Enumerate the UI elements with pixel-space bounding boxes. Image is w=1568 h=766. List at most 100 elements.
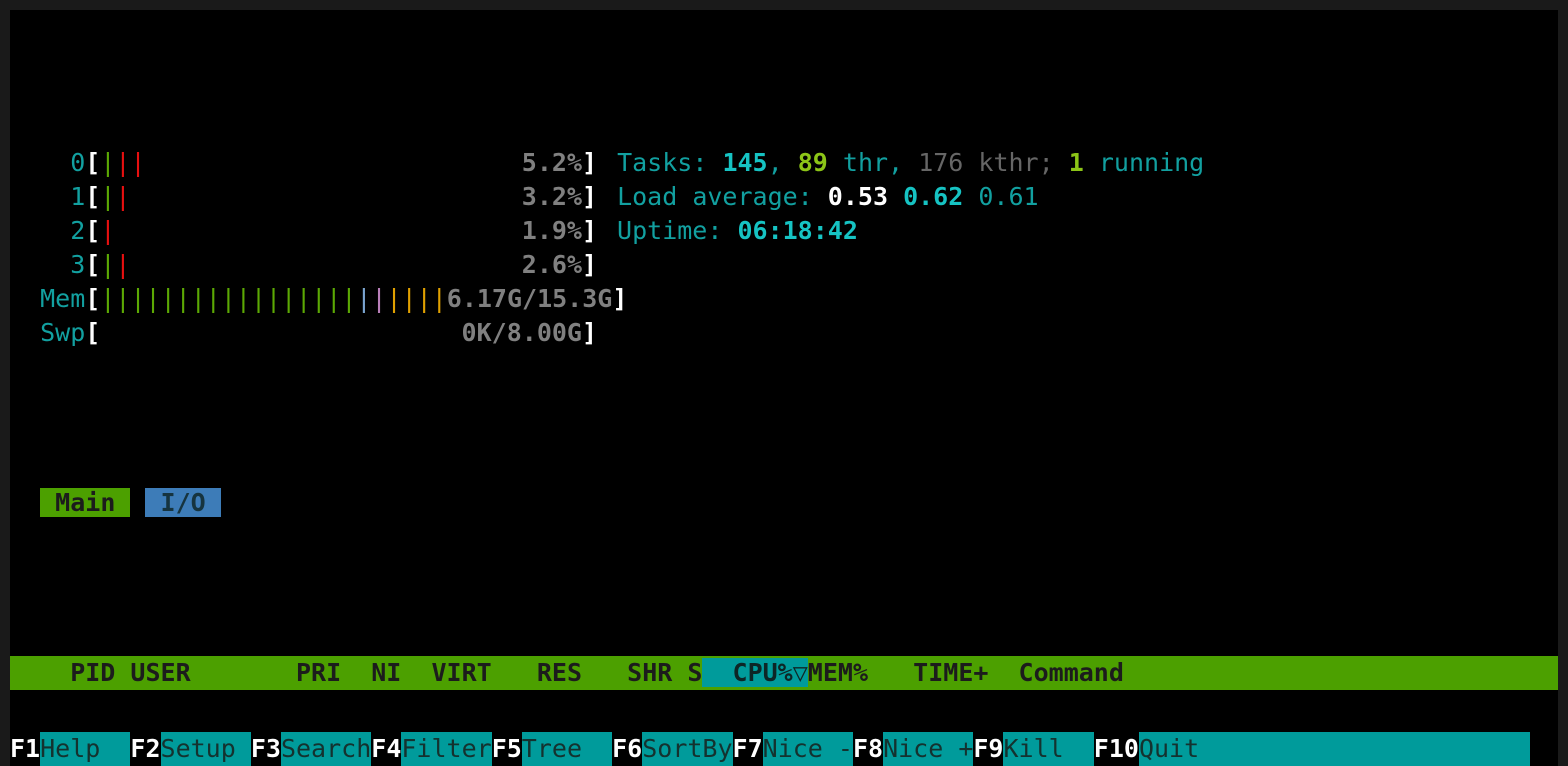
column-header-mem-percent[interactable]: MEM% (807, 658, 869, 687)
fkey-f9[interactable]: F9 (973, 734, 1004, 763)
column-header-res[interactable]: RES (491, 658, 582, 687)
tab-spacer (130, 488, 145, 517)
fkey-f4[interactable]: F4 (371, 734, 402, 763)
meters-panel: 0[||| 5.2%] Tasks: 145, 89 thr, 176 kthr;… (10, 146, 1558, 350)
meter-bar-segment: | (190, 284, 206, 313)
fkey-label-nice-[interactable]: Nice + (883, 732, 974, 766)
thread-label: thr, (842, 148, 904, 177)
bracket-open-icon: [ (85, 216, 101, 245)
bracket-open-icon: [ (85, 250, 101, 279)
sort-descending-icon: ▽ (792, 658, 808, 687)
fkey-f2[interactable]: F2 (130, 734, 161, 763)
meter-bar-segment: | (100, 182, 116, 211)
column-header-shr[interactable]: SHR (582, 658, 673, 687)
screen-tab-bar[interactable]: Main I/O (10, 486, 1558, 520)
meter-bar-segment: | (220, 284, 236, 313)
meter-bar-segment: | (311, 284, 327, 313)
fkey-label-filter[interactable]: Filter (401, 732, 492, 766)
tasks-separator: , (767, 148, 783, 177)
header-gap2 (988, 658, 1018, 687)
meter-bar-segment: | (115, 182, 131, 211)
cpu-meter-2: 2[| 1.9%] Uptime: 06:18:42 (10, 214, 1558, 248)
meter-bar-segment: | (100, 250, 116, 279)
column-header-user[interactable]: USER (130, 658, 281, 687)
load-average-15m: 0.61 (978, 182, 1039, 211)
bracket-open-icon: [ (85, 182, 101, 211)
meter-bar-segment: | (115, 148, 131, 177)
bracket-close-icon: ] (582, 250, 598, 279)
process-table-header[interactable]: PID USER PRI NI VIRT RES SHR S CPU%▽MEM%… (10, 656, 1558, 690)
meter-value: 0K/8.00G (100, 318, 582, 347)
meter-bar-segment: | (115, 250, 131, 279)
meter-bar-segment: | (401, 284, 417, 313)
tab-spacer (221, 488, 236, 517)
running-label: running (1098, 148, 1205, 177)
fkey-label-search[interactable]: Search (280, 732, 372, 766)
meter-value: 1.9% (115, 216, 582, 245)
meter-label: 3 (10, 250, 86, 279)
meter-bar-segment: | (416, 284, 432, 313)
tab-main[interactable]: Main (40, 488, 131, 517)
column-header-time[interactable]: TIME+ (868, 658, 989, 687)
bracket-close-icon: ] (582, 182, 598, 211)
load-average-5m: 0.62 (903, 182, 964, 211)
fkey-f5[interactable]: F5 (491, 734, 522, 763)
bracket-close-icon: ] (582, 148, 598, 177)
meter-bar-segment: | (296, 284, 312, 313)
bracket-close-icon: ] (581, 216, 598, 245)
kthread-count: 176 (918, 148, 964, 177)
function-key-bar[interactable]: F1Help F2Setup F3SearchF4FilterF5Tree F6… (10, 732, 1558, 766)
stats-line-0: Tasks: 145, 89 thr, 176 kthr; 1 running (617, 148, 1204, 177)
meter-bar-segment: | (371, 284, 387, 313)
fkey-f10[interactable]: F10 (1093, 734, 1139, 763)
meter-value: 2.6% (130, 250, 582, 279)
meter-bar-segment: | (130, 148, 146, 177)
column-header-virt[interactable]: VIRT (401, 658, 492, 687)
meter-bar-segment: | (100, 284, 116, 313)
fkey-f8[interactable]: F8 (852, 734, 884, 763)
fkey-f1[interactable]: F1 (10, 734, 41, 763)
htop-terminal: 0[||| 5.2%] Tasks: 145, 89 thr, 176 kthr;… (10, 10, 1558, 766)
meter-label: Swp (10, 318, 86, 347)
fkey-label-quit[interactable]: Quit (1138, 732, 1230, 766)
header-fill (1124, 658, 1558, 687)
column-header-command[interactable]: Command (1018, 658, 1124, 687)
fkey-label-kill[interactable]: Kill (1003, 732, 1094, 766)
bracket-open-icon: [ (85, 284, 101, 313)
meter-bar-segment: | (356, 284, 372, 313)
column-header-ni[interactable]: NI (341, 658, 402, 687)
meter-bar-segment: | (326, 284, 342, 313)
fkey-label-tree[interactable]: Tree (521, 732, 613, 766)
column-header-state[interactable]: S (672, 658, 703, 687)
meter-bar-segment: | (281, 284, 297, 313)
header-gap (115, 658, 130, 687)
fkey-f6[interactable]: F6 (612, 734, 643, 763)
meter-bar-segment: | (431, 284, 447, 313)
uptime-value: 06:18:42 (737, 216, 858, 245)
tab-i-o[interactable]: I/O (145, 488, 221, 517)
fkey-f7[interactable]: F7 (732, 734, 763, 763)
meter-bar-segment: | (100, 216, 116, 245)
tasks-total: 145 (722, 148, 768, 177)
meter-bar-segment: | (145, 284, 161, 313)
running-count: 1 (1068, 148, 1084, 177)
meter-label: 1 (10, 182, 86, 211)
bracket-open-icon: [ (85, 148, 101, 177)
bracket-open-icon: [ (85, 318, 101, 347)
fkey-label-sortby[interactable]: SortBy (642, 732, 733, 766)
stats-line-1: Load average: 0.53 0.62 0.61 (617, 182, 1039, 211)
fkey-f3[interactable]: F3 (250, 734, 281, 763)
meter-bar-segment: | (175, 284, 191, 313)
cpu-meter-1: 1[|| 3.2%] Load average: 0.53 0.62 0.61 (10, 180, 1558, 214)
column-header-pri[interactable]: PRI (280, 658, 342, 687)
meter-bar-segment: | (115, 284, 131, 313)
memory-meter: Mem[|||||||||||||||||||||||6.17G/15.3G] (10, 282, 1558, 316)
swap-meter: Swp[ 0K/8.00G] (10, 316, 1558, 350)
fkey-label-setup[interactable]: Setup (160, 732, 251, 766)
fkey-label-help[interactable]: Help (40, 732, 131, 766)
tasks-label: Tasks: (617, 148, 708, 177)
meter-label: 2 (10, 216, 86, 245)
fkey-label-nice-[interactable]: Nice - (762, 732, 853, 766)
column-header-cpu-percent[interactable]: CPU%▽ (702, 658, 808, 687)
column-header-pid[interactable]: PID (10, 658, 116, 687)
